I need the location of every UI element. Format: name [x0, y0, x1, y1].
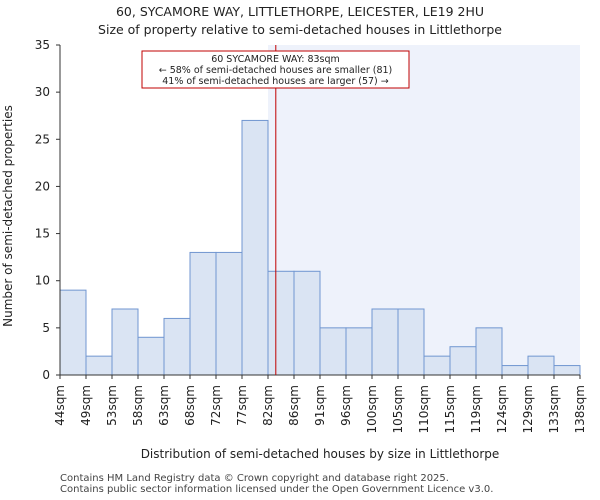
bar-72sqm [215, 251, 243, 376]
chart-subtitle: Size of property relative to semi-detach… [98, 22, 502, 37]
x-tick-label-86sqm: 86sqm [287, 385, 301, 426]
bar-129sqm [527, 355, 555, 376]
x-tick-label-44sqm: 44sqm [53, 385, 67, 426]
x-tick-label-91sqm: 91sqm [313, 385, 327, 426]
y-tick-label-10: 10 [35, 274, 50, 288]
x-tick-label-63sqm: 63sqm [157, 385, 171, 426]
footer-line-2: Contains public sector information licen… [60, 484, 494, 495]
x-tick-label-53sqm: 53sqm [105, 385, 119, 426]
x-tick-label-96sqm: 96sqm [339, 385, 353, 426]
x-axis-label: Distribution of semi-detached houses by … [141, 447, 500, 461]
bar-110sqm [423, 355, 451, 376]
y-tick-label-20: 20 [35, 179, 50, 193]
x-tick-label-138sqm: 138sqm [573, 385, 587, 433]
bar-115sqm [449, 346, 477, 376]
bar-63sqm [163, 317, 191, 376]
y-tick-label-15: 15 [35, 227, 50, 241]
y-tick-label-30: 30 [35, 85, 50, 99]
x-tick-label-115sqm: 115sqm [443, 385, 457, 433]
x-tick-label-100sqm: 100sqm [365, 385, 379, 433]
bar-91sqm [319, 327, 347, 376]
y-tick-label-0: 0 [42, 368, 50, 382]
x-tick-label-72sqm: 72sqm [209, 385, 223, 426]
annotation-line-1: 60 SYCAMORE WAY: 83sqm [211, 54, 340, 65]
y-axis-label: Number of semi-detached properties [1, 105, 15, 327]
y-tick-label-5: 5 [42, 321, 50, 335]
x-tick-label-124sqm: 124sqm [495, 385, 509, 433]
x-tick-label-105sqm: 105sqm [391, 385, 405, 433]
footer-line-1: Contains HM Land Registry data © Crown c… [60, 473, 449, 484]
x-tick-label-82sqm: 82sqm [261, 385, 275, 426]
bar-68sqm [189, 251, 217, 376]
y-tick-label-25: 25 [35, 132, 50, 146]
x-tick-label-49sqm: 49sqm [79, 385, 93, 426]
bar-119sqm [475, 327, 503, 376]
x-tick-label-110sqm: 110sqm [417, 385, 431, 433]
bar-86sqm [293, 270, 321, 376]
annotation-line-2: ← 58% of semi-detached houses are smalle… [159, 65, 393, 76]
x-tick-label-133sqm: 133sqm [547, 385, 561, 433]
bar-77sqm [241, 119, 269, 376]
bar-124sqm [501, 365, 529, 376]
bar-82sqm [267, 270, 295, 376]
bar-49sqm [85, 355, 113, 376]
x-tick-label-77sqm: 77sqm [235, 385, 249, 426]
x-tick-label-119sqm: 119sqm [469, 385, 483, 433]
bar-58sqm [137, 336, 165, 376]
x-tick-label-68sqm: 68sqm [183, 385, 197, 426]
bar-96sqm [345, 327, 373, 376]
bar-100sqm [371, 308, 399, 376]
bar-105sqm [397, 308, 425, 376]
bar-133sqm [553, 365, 581, 376]
x-tick-label-58sqm: 58sqm [131, 385, 145, 426]
bar-53sqm [111, 308, 139, 376]
bar-44sqm [59, 289, 87, 376]
x-tick-label-129sqm: 129sqm [521, 385, 535, 433]
annotation-line-3: 41% of semi-detached houses are larger (… [162, 76, 389, 87]
y-tick-label-35: 35 [35, 38, 50, 52]
chart-title: 60, SYCAMORE WAY, LITTLETHORPE, LEICESTE… [115, 4, 485, 19]
annotation-box [141, 50, 410, 89]
